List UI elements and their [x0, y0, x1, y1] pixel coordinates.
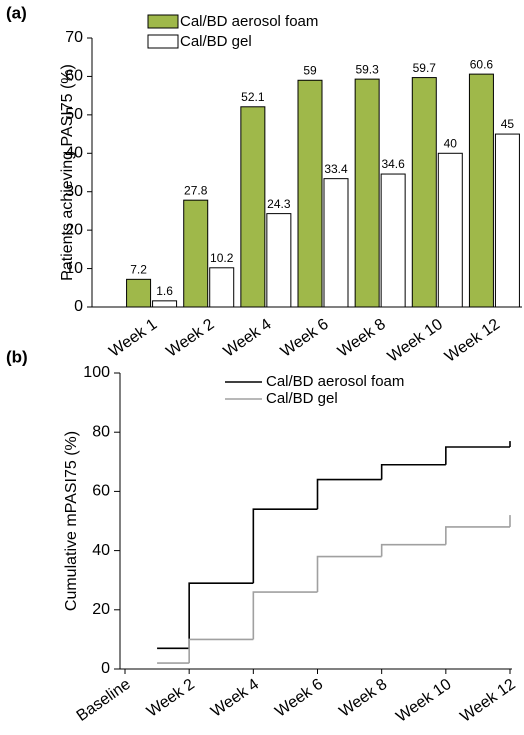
x-tick-label: Week 12	[457, 676, 518, 726]
y-tick-label: 30	[65, 183, 83, 200]
value-label: 59	[303, 63, 317, 77]
bar	[183, 199, 209, 308]
y-tick-label: 60	[92, 483, 110, 500]
y-tick-label: 80	[92, 423, 110, 440]
value-label: 59.3	[355, 62, 379, 76]
x-tick-label: Week 1	[106, 316, 160, 361]
x-tick-label: Week 10	[393, 676, 454, 726]
bar	[354, 78, 380, 308]
step-line	[188, 638, 254, 664]
step-line	[316, 478, 382, 510]
step-line	[252, 591, 318, 640]
x-tick-label: Week 6	[278, 316, 332, 361]
x-tick-label: Week 6	[272, 676, 326, 721]
legend-label: Cal/BD aerosol foam	[266, 373, 404, 390]
x-tick-label: Baseline	[74, 676, 134, 725]
bar	[494, 133, 520, 308]
value-label: 40	[444, 136, 458, 150]
step-line	[445, 446, 510, 465]
y-tick-label: 40	[65, 145, 83, 162]
y-tick-label: 0	[101, 660, 110, 677]
value-label: 52.1	[241, 90, 265, 104]
x-tick-label: Week 4	[221, 316, 275, 361]
step-line	[445, 526, 510, 545]
panel-label: (a)	[6, 3, 27, 22]
legend-label: Cal/BD gel	[180, 33, 252, 50]
bar	[209, 267, 235, 308]
value-label: 10.2	[210, 251, 234, 265]
bar	[266, 213, 292, 308]
x-tick-label: Week 2	[163, 316, 217, 361]
bar	[411, 77, 437, 308]
value-label: 60.6	[470, 57, 494, 71]
y-tick-label: 20	[92, 601, 110, 618]
value-label: 24.3	[267, 197, 291, 211]
y-axis-title: Patients achieving PASI75 (%)	[59, 64, 76, 281]
bar	[240, 106, 266, 308]
y-tick-label: 0	[74, 298, 83, 315]
value-label: 59.7	[413, 61, 437, 75]
x-tick-label: Week 2	[144, 676, 198, 721]
y-tick-label: 60	[65, 68, 83, 85]
y-tick-label: 50	[65, 106, 83, 123]
y-tick-label: 10	[65, 260, 83, 277]
value-label: 27.8	[184, 183, 208, 197]
bar	[126, 278, 152, 308]
step-line	[380, 543, 446, 557]
y-tick-label: 70	[65, 29, 83, 46]
y-tick-label: 100	[83, 364, 110, 381]
bar	[437, 152, 463, 308]
value-label: 7.2	[130, 263, 147, 277]
legend-label: Cal/BD gel	[266, 390, 338, 407]
value-label: 33.4	[324, 162, 348, 176]
step-line	[188, 582, 254, 649]
bar	[297, 79, 323, 308]
x-tick-label: Week 12	[442, 316, 503, 366]
value-label: 1.6	[156, 284, 173, 298]
legend-swatch	[147, 14, 179, 29]
bar	[380, 173, 406, 308]
value-label: 34.6	[381, 157, 405, 171]
x-tick-label: Week 8	[335, 316, 389, 361]
legend-swatch	[147, 34, 179, 49]
y-axis-title: Cumulative mPASI75 (%)	[63, 431, 80, 611]
bar	[468, 73, 494, 308]
y-tick-label: 20	[65, 221, 83, 238]
bar	[152, 300, 178, 308]
panel-label: (b)	[6, 347, 28, 366]
value-label: 45	[501, 117, 515, 131]
step-line	[380, 463, 446, 480]
x-tick-label: Week 8	[336, 676, 390, 721]
step-line	[316, 555, 382, 593]
x-tick-label: Week 10	[385, 316, 446, 366]
step-line	[252, 508, 318, 584]
x-tick-label: Week 4	[208, 676, 262, 721]
bar	[323, 178, 349, 308]
legend-label: Cal/BD aerosol foam	[180, 13, 318, 30]
y-tick-label: 40	[92, 542, 110, 559]
